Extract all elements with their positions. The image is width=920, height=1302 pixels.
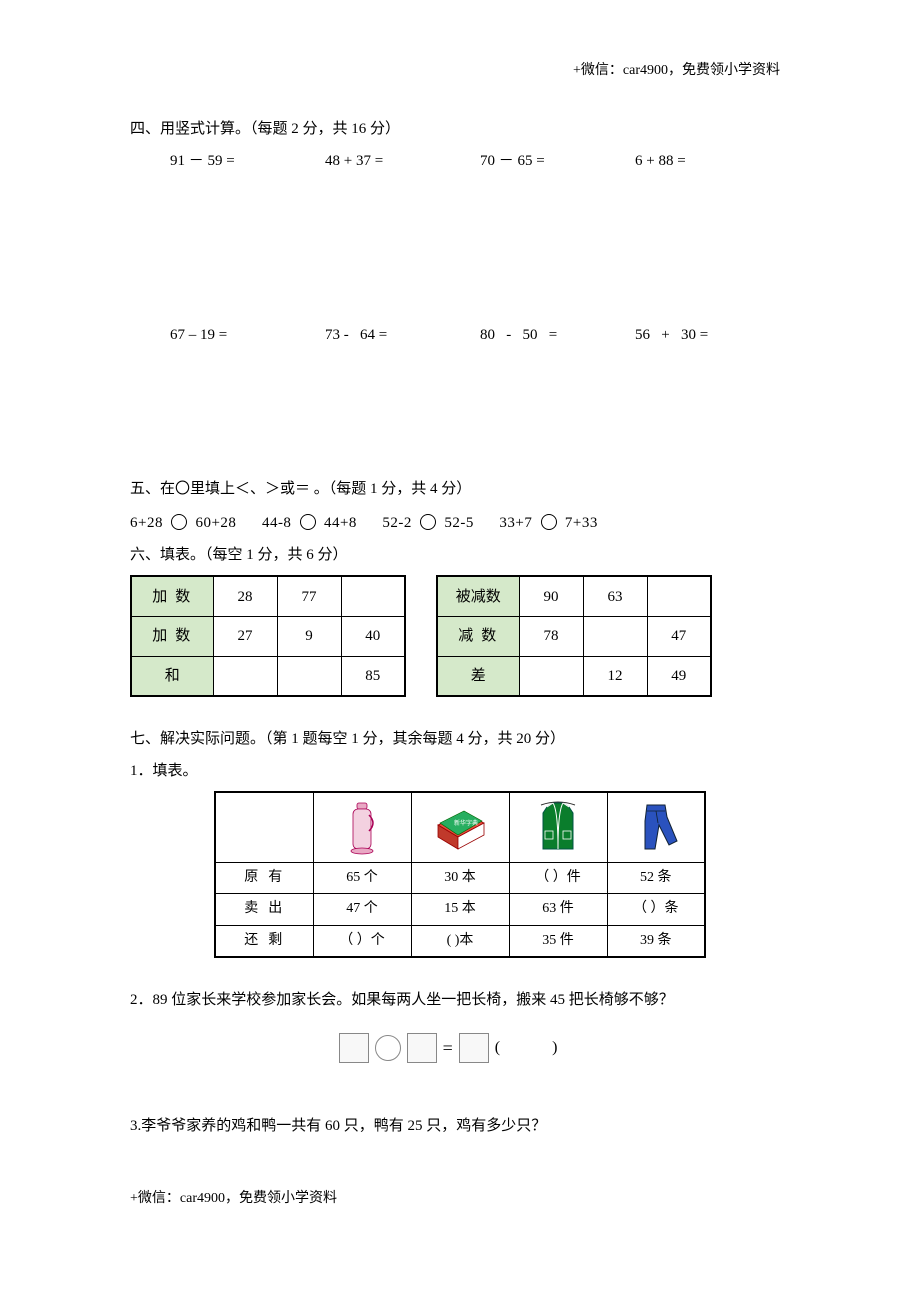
circle-icon [300, 514, 316, 530]
cell: 63 [583, 576, 647, 616]
circle-icon [171, 514, 187, 530]
cell [519, 656, 583, 696]
tables-wrap: 加数2877 加数27940 和 85 被减数9063 减数78 47 差 1249 [130, 575, 790, 697]
cell [647, 576, 711, 616]
cmp-l: 52-2 [382, 515, 412, 531]
cell: 和 [131, 656, 213, 696]
header-note: +微信：car4900，免费领小学资料 [130, 60, 790, 82]
cmp-r: 44+8 [324, 515, 357, 531]
thermos-icon [313, 792, 411, 862]
eq: 67 – 19 = [170, 323, 325, 347]
cell [277, 656, 341, 696]
section-5-title: 五、在〇里填上＜、＞或＝ 。（每题 1 分，共 4 分） [130, 477, 790, 501]
cell: 15 本 [411, 894, 509, 925]
cmp-r: 60+28 [195, 515, 236, 531]
cell: 差 [437, 656, 519, 696]
cell: （ ）条 [607, 894, 705, 925]
circle-icon [541, 514, 557, 530]
cell: 90 [519, 576, 583, 616]
eq: 48 + 37 = [325, 149, 480, 173]
eq: 91 － 59 = [170, 149, 325, 173]
cell: 52 条 [607, 862, 705, 893]
box-icon [407, 1033, 437, 1063]
cell: 47 个 [313, 894, 411, 925]
box-icon [459, 1033, 489, 1063]
cmp-r: 7+33 [565, 515, 598, 531]
cell [583, 616, 647, 656]
cell: （ ）件 [509, 862, 607, 893]
pants-icon [607, 792, 705, 862]
cell-blank [215, 792, 313, 862]
cmp-l: 6+28 [130, 515, 163, 531]
cell: 原有 [215, 862, 313, 893]
cmp-l: 44-8 [262, 515, 292, 531]
cell: 被减数 [437, 576, 519, 616]
cell: 49 [647, 656, 711, 696]
cell: 85 [341, 656, 405, 696]
q1-table: 新华字典 原有 65 个 30 本 （ ）件 [214, 791, 706, 958]
addition-table: 加数2877 加数27940 和 85 [130, 575, 406, 697]
footer-note: +微信：car4900，免费领小学资料 [130, 1188, 790, 1210]
eq: 56 + 30 = [635, 323, 790, 347]
circle-icon [420, 514, 436, 530]
cell: 12 [583, 656, 647, 696]
vest-icon [509, 792, 607, 862]
cell: （ ）个 [313, 925, 411, 957]
cell: 卖出 [215, 894, 313, 925]
equals-sign: = [443, 1034, 453, 1063]
eq-row-2: 67 – 19 = 73 - 64 = 80 - 50 = 56 + 30 = [130, 323, 790, 347]
eq: 6 + 88 = [635, 149, 790, 173]
cell: 27 [213, 616, 277, 656]
cell: 47 [647, 616, 711, 656]
cell [341, 576, 405, 616]
book-icon: 新华字典 [411, 792, 509, 862]
cell: ( )本 [411, 925, 509, 957]
section-6-title: 六、填表。（每空 1 分，共 6 分） [130, 543, 790, 567]
cell: 28 [213, 576, 277, 616]
q3-text: 3.李爷爷家养的鸡和鸭一共有 60 只，鸭有 25 只，鸡有多少只？ [130, 1114, 790, 1138]
cell: 30 本 [411, 862, 509, 893]
cell: 39 条 [607, 925, 705, 957]
eq: 70 － 65 = [480, 149, 635, 173]
cell: 77 [277, 576, 341, 616]
cell [213, 656, 277, 696]
equation-template: = ( ) [130, 1027, 790, 1069]
cmp-r: 52-5 [444, 515, 474, 531]
cell: 加数 [131, 576, 213, 616]
svg-text:新华字典: 新华字典 [454, 819, 478, 827]
q2-text: 2．89 位家长来学校参加家长会。如果每两人坐一把长椅，搬来 45 把长椅够不够… [130, 988, 790, 1012]
eq: 80 - 50 = [480, 323, 635, 347]
eq: 73 - 64 = [325, 323, 480, 347]
box-icon [339, 1033, 369, 1063]
cell: 35 件 [509, 925, 607, 957]
cell: 65 个 [313, 862, 411, 893]
cell: 加数 [131, 616, 213, 656]
cell: 还剩 [215, 925, 313, 957]
cell: 63 件 [509, 894, 607, 925]
cmp-l: 33+7 [499, 515, 532, 531]
paren: ( ) [495, 1035, 582, 1061]
eq-row-1: 91 － 59 = 48 + 37 = 70 － 65 = 6 + 88 = [130, 149, 790, 173]
q1-label: 1．填表。 [130, 759, 790, 783]
section-7-title: 七、解决实际问题。（第 1 题每空 1 分，其余每题 4 分，共 20 分） [130, 727, 790, 751]
section-4-title: 四、用竖式计算。（每题 2 分，共 16 分） [130, 117, 790, 141]
cell: 9 [277, 616, 341, 656]
cell: 40 [341, 616, 405, 656]
circle-icon [375, 1035, 401, 1061]
cell: 78 [519, 616, 583, 656]
compare-row: 6+28 60+28 44-8 44+8 52-2 52-5 33+7 7+33 [130, 511, 790, 535]
subtraction-table: 被减数9063 减数78 47 差 1249 [436, 575, 712, 697]
cell: 减数 [437, 616, 519, 656]
